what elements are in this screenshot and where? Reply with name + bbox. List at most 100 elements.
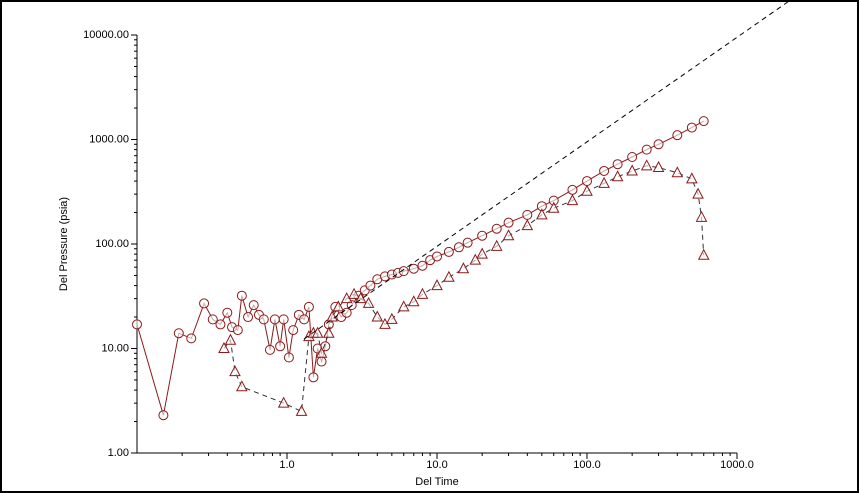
data-point (283, 352, 294, 363)
data-point (567, 184, 578, 195)
data-point (626, 164, 638, 176)
data-point (522, 209, 533, 220)
data-point (320, 341, 331, 352)
data-point (207, 314, 218, 325)
data-point (672, 130, 683, 141)
data-point (491, 223, 502, 234)
data-point (322, 326, 335, 338)
data-point (308, 372, 319, 383)
x-tick-label: 10.0 (426, 459, 447, 471)
data-point (581, 184, 593, 196)
data-point (158, 410, 169, 421)
data-point (416, 287, 429, 299)
data-point (224, 333, 237, 345)
data-point (432, 251, 442, 262)
data-point (640, 159, 653, 171)
data-point (398, 266, 409, 277)
data-point (502, 229, 515, 241)
data-point (443, 270, 455, 282)
data-point (386, 312, 398, 324)
data-point (457, 262, 470, 274)
data-point (215, 319, 226, 330)
data-point (132, 319, 142, 330)
data-point (348, 287, 360, 299)
data-point (232, 325, 243, 336)
data-point (476, 247, 488, 259)
data-point (566, 194, 579, 206)
data-point (641, 144, 652, 155)
data-point (269, 314, 280, 325)
y-tick-label: 10000.00 (83, 29, 129, 41)
data-point (686, 172, 698, 184)
data-point (582, 176, 592, 187)
data-point (407, 295, 420, 307)
data-point (218, 341, 230, 353)
data-point (222, 307, 233, 318)
data-point (199, 298, 210, 309)
data-point (186, 333, 197, 344)
data-point (490, 239, 503, 251)
y-tick-label: 10.00 (101, 342, 129, 354)
data-point (332, 300, 345, 312)
data-point (697, 248, 710, 260)
data-point (229, 365, 241, 377)
data-point (469, 253, 482, 265)
y-tick-label: 100.00 (95, 238, 129, 250)
data-point (326, 310, 338, 322)
data-point (598, 176, 610, 188)
data-point (365, 280, 376, 291)
data-point (611, 170, 624, 182)
y-axis-label: Del Pressure (psia) (58, 197, 70, 291)
data-point (692, 187, 704, 199)
data-point (686, 122, 697, 133)
series-line (303, 0, 792, 340)
data-point (315, 346, 328, 358)
data-point (462, 237, 473, 248)
data-point (408, 263, 419, 274)
data-point (277, 396, 290, 408)
x-tick-label: 100.0 (573, 459, 601, 471)
data-point (695, 210, 708, 222)
x-axis-label: Del Time (415, 476, 458, 488)
data-point (303, 301, 314, 312)
data-point (547, 201, 560, 213)
data-point (612, 159, 623, 170)
data-point (354, 292, 367, 304)
x-tick-label: 1000.0 (720, 459, 754, 471)
data-point (652, 160, 665, 172)
data-point (275, 341, 286, 352)
data-point (243, 312, 254, 323)
x-tick-label: 1.0 (279, 459, 294, 471)
data-point (316, 356, 327, 367)
data-point (477, 230, 488, 241)
data-point (311, 326, 324, 338)
data-point (299, 314, 310, 325)
y-tick-label: 1.00 (108, 447, 129, 459)
data-point (599, 165, 610, 176)
data-point (521, 219, 534, 231)
data-point (443, 246, 454, 257)
data-point (431, 279, 443, 291)
data-point (453, 242, 464, 253)
data-point (671, 166, 684, 178)
data-point (236, 380, 248, 392)
data-point (503, 217, 514, 228)
data-point (288, 325, 299, 336)
data-point (627, 152, 638, 163)
data-point (258, 314, 269, 325)
data-point (248, 300, 259, 311)
data-point (362, 296, 375, 308)
data-point (236, 290, 247, 301)
data-point (295, 404, 308, 416)
y-tick-label: 1000.00 (89, 133, 129, 145)
data-point (417, 260, 428, 271)
data-point (397, 300, 410, 312)
data-point (278, 314, 289, 325)
data-point (698, 116, 709, 127)
data-point (173, 328, 184, 339)
series-line (223, 165, 705, 413)
data-point (264, 344, 275, 355)
data-point (536, 208, 548, 220)
